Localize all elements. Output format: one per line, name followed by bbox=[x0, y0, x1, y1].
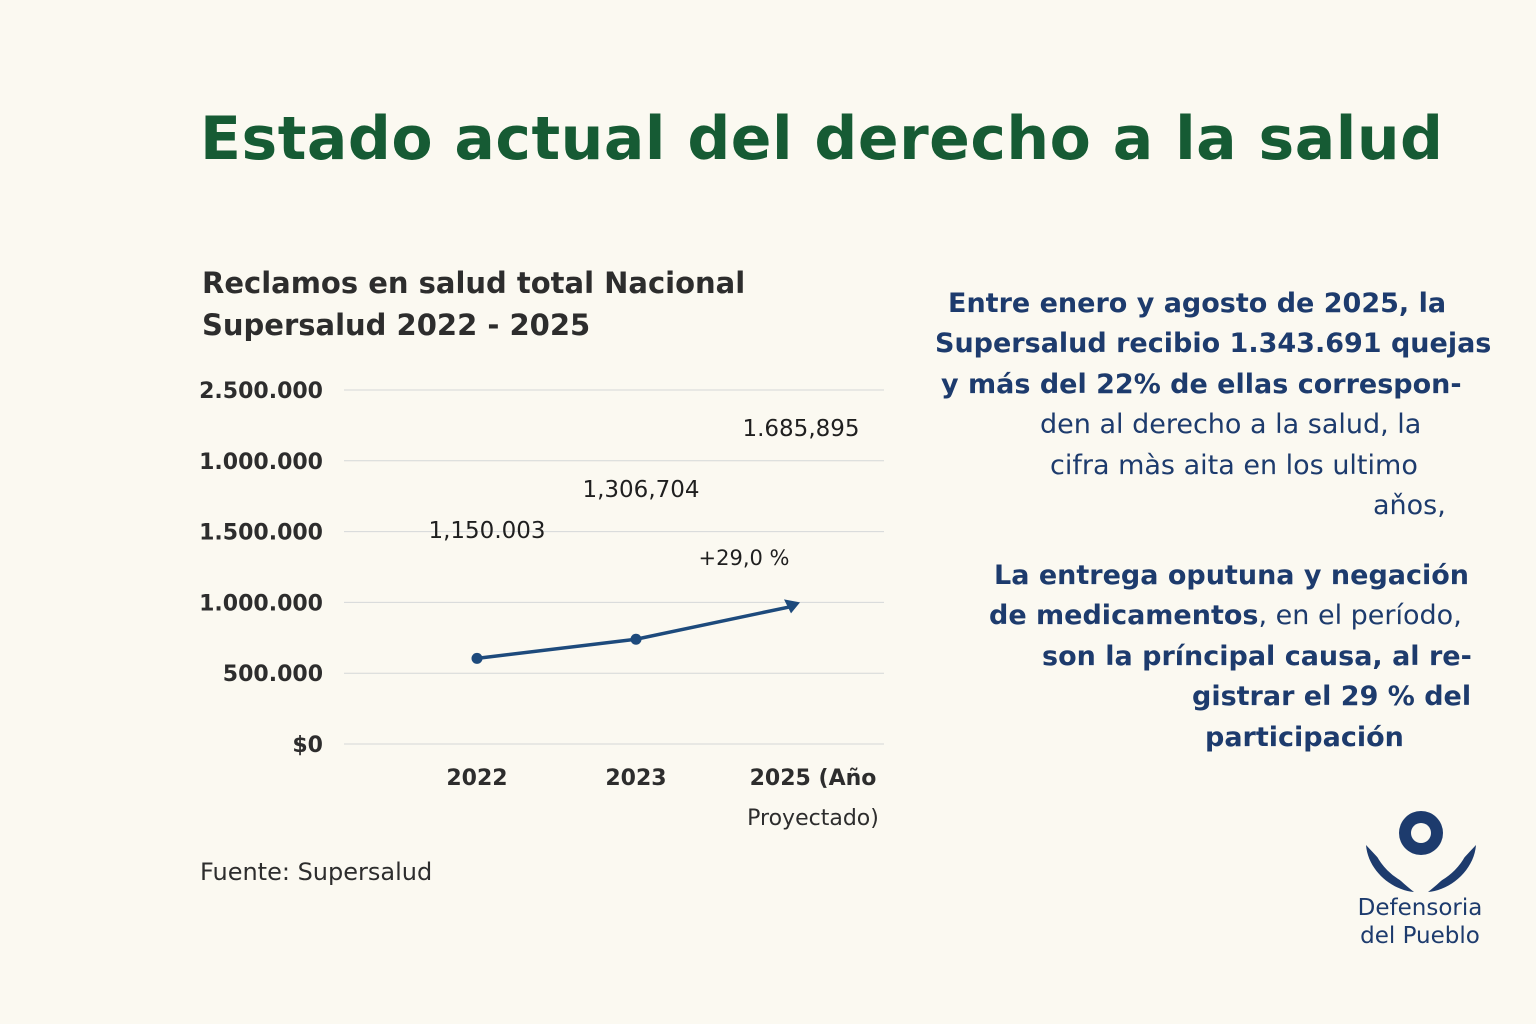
data-label: 1,150.003 bbox=[428, 518, 545, 544]
side-text-line: cifra màs aita en los ultimo bbox=[1050, 450, 1418, 481]
chart-title-line-2: Supersalud 2022 - 2025 bbox=[202, 308, 591, 342]
chart-source: Fuente: Supersalud bbox=[200, 858, 433, 886]
page-title: Estado actual del derecho a la salud bbox=[200, 104, 1444, 174]
side-text-line: aňos, bbox=[1373, 490, 1446, 521]
defensoria-emblem-icon bbox=[1366, 811, 1476, 892]
chart-title-line-1: Reclamos en salud total Nacional bbox=[202, 266, 746, 300]
logo-text-line-1: Defensoria bbox=[1357, 895, 1483, 921]
x-tick-label: 2025 (Año bbox=[750, 766, 877, 791]
side-text-line: y más del 22% de ellas correspon- bbox=[941, 369, 1462, 400]
chart-title: Reclamos en salud total Nacional Supersa… bbox=[202, 262, 745, 346]
logo-text: Defensoria del Pueblo bbox=[1340, 894, 1500, 950]
side-text-line: Supersalud recibio 1.343.691 quejas bbox=[935, 328, 1492, 359]
data-point bbox=[471, 652, 483, 664]
data-point-arrow bbox=[784, 599, 800, 614]
x-tick-label: 2023 bbox=[605, 766, 666, 791]
side-text-line: gistrar el 29 % del bbox=[1192, 681, 1472, 712]
y-tick-label: 500.000 bbox=[223, 662, 323, 687]
logo-text-line-2: del Pueblo bbox=[1360, 923, 1480, 949]
x-tick-label: Proyectado) bbox=[747, 806, 879, 831]
y-tick-label: $0 bbox=[292, 733, 323, 758]
x-tick-label: 2022 bbox=[446, 766, 507, 791]
growth-annotation: +29,0 % bbox=[699, 546, 790, 570]
side-text-line: , en el período, bbox=[1258, 600, 1462, 631]
series-line bbox=[476, 604, 793, 661]
side-text-highlight: La entrega oputuna y negación bbox=[994, 560, 1470, 591]
y-tick-label: 1.000.000 bbox=[199, 450, 323, 475]
y-tick-label: 1.500.000 bbox=[199, 521, 323, 546]
side-text-highlight: participación bbox=[1205, 722, 1404, 753]
data-label: 1.685,895 bbox=[742, 416, 859, 442]
side-text-line: Entre enero y agosto de 2025, la bbox=[948, 288, 1447, 319]
data-label: 1,306,704 bbox=[582, 477, 699, 503]
y-tick-label: 2.500.000 bbox=[199, 379, 323, 404]
side-text-line: son la príncipal causa, al re- bbox=[1042, 641, 1472, 672]
y-tick-label: 1.000.000 bbox=[199, 591, 323, 616]
data-point bbox=[630, 633, 642, 645]
side-text-line: den al derecho a la salud, la bbox=[1040, 409, 1422, 440]
side-text-highlight: de medicamentos bbox=[989, 600, 1259, 631]
